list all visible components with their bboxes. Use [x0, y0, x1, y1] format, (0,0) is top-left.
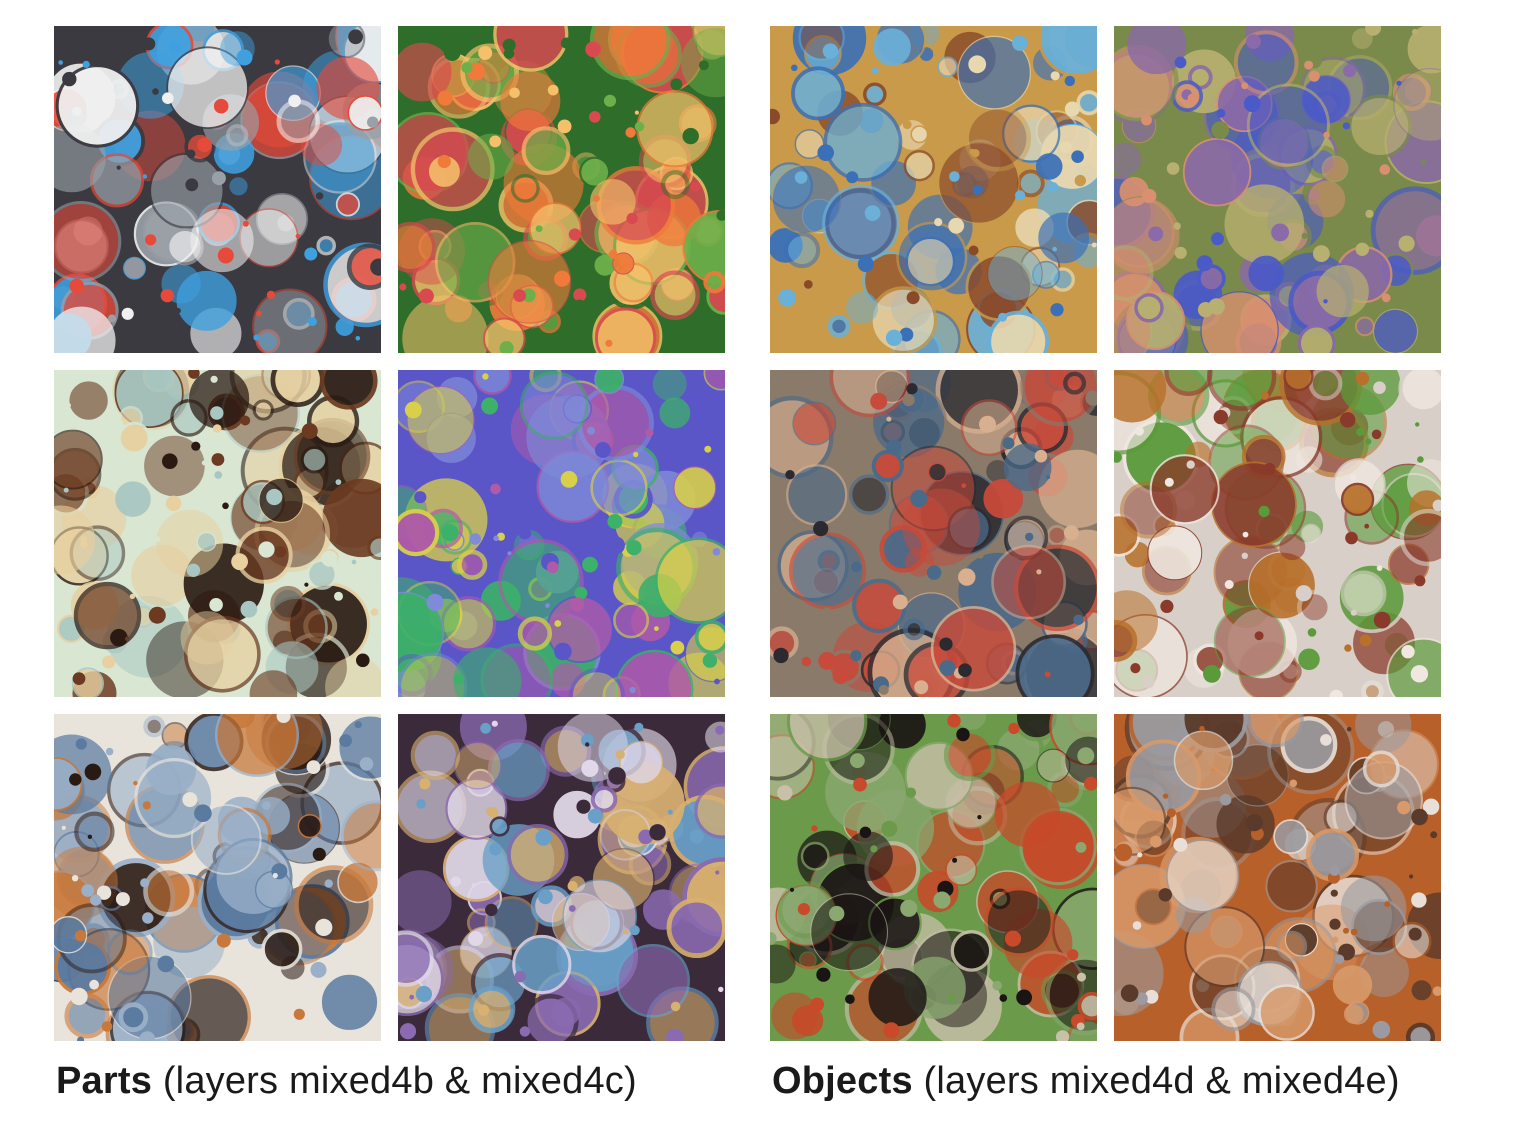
objects-caption-bold: Objects	[772, 1060, 913, 1102]
fabric-patches-tile	[398, 370, 725, 697]
objects-caption: Objects (layers mixed4d & mixed4e)	[772, 1060, 1400, 1103]
orange-flowers-tile	[398, 26, 725, 353]
parts-image-grid	[54, 26, 726, 1041]
objects-caption-rest: (layers mixed4d & mixed4e)	[912, 1060, 1400, 1102]
black-beads-tile	[54, 370, 381, 697]
parts-caption-rest: (layers mixed4b & mixed4c)	[152, 1060, 637, 1102]
fur-eyes-tile	[54, 714, 381, 1041]
food-bowls-tile	[1114, 370, 1441, 697]
faces-eyes-tile	[770, 370, 1097, 697]
towers-buildings-tile	[770, 26, 1097, 353]
dogs-tile	[1114, 714, 1441, 1041]
parts-caption-bold: Parts	[56, 1060, 153, 1102]
parts-caption: Parts (layers mixed4b & mixed4c)	[56, 1060, 637, 1103]
buttons-keys-tile	[54, 26, 381, 353]
bubbles-tile	[398, 714, 725, 1041]
spiders-tile	[770, 714, 1097, 1041]
parts-group	[54, 26, 726, 1041]
legs-shorts-tile	[1114, 26, 1441, 353]
objects-group	[770, 26, 1442, 1041]
objects-image-grid	[770, 26, 1442, 1041]
